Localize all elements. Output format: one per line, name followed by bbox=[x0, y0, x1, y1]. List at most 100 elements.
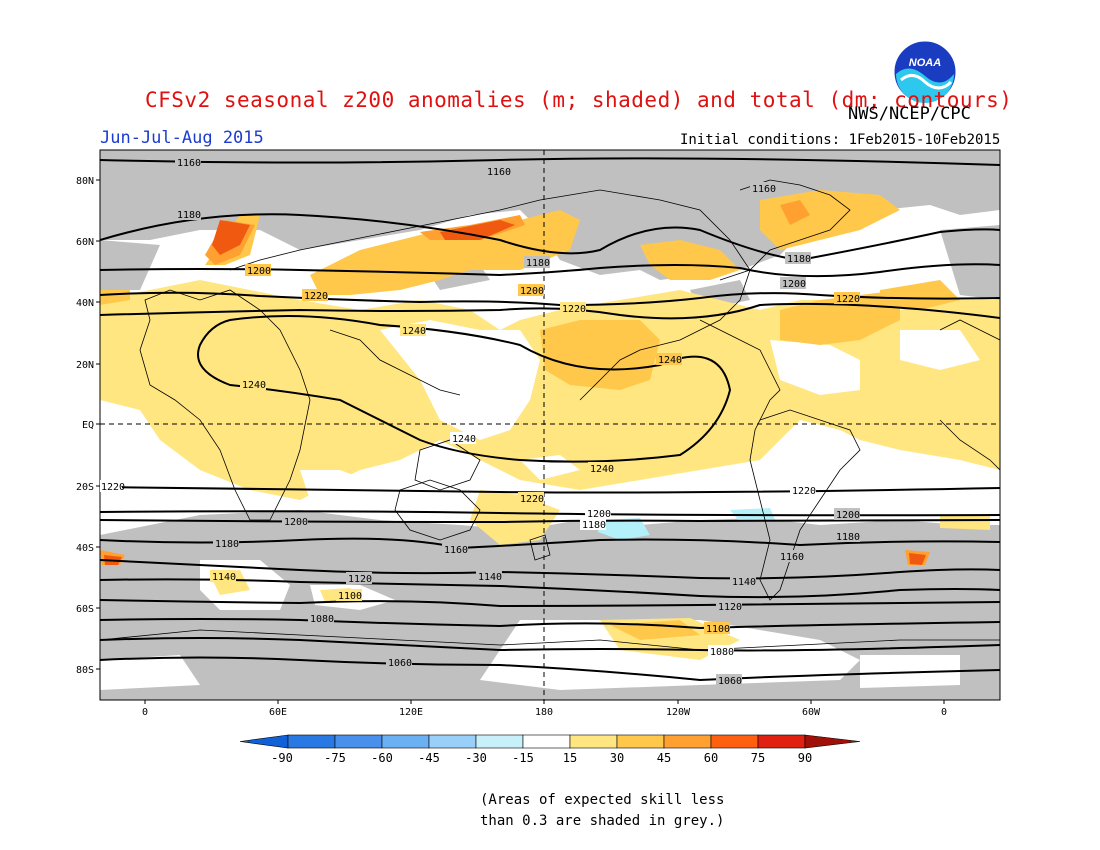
lat-label: 80N bbox=[76, 176, 94, 187]
svg-text:1140: 1140 bbox=[478, 572, 502, 583]
contour-label: 1240 bbox=[240, 378, 266, 391]
svg-text:1160: 1160 bbox=[780, 552, 804, 563]
contour-label: 1220 bbox=[790, 484, 816, 497]
colorbar-label: 30 bbox=[610, 751, 624, 765]
lat-label: 80S bbox=[76, 665, 94, 676]
colorbar-segment bbox=[475, 734, 524, 749]
contour-label: 1220 bbox=[518, 492, 544, 505]
skill-note: (Areas of expected skill less than 0.3 a… bbox=[480, 790, 724, 832]
skill-note-line: than 0.3 are shaded in grey.) bbox=[480, 813, 725, 829]
colorbar-segment bbox=[616, 734, 665, 749]
svg-text:1220: 1220 bbox=[836, 294, 860, 305]
latitude-labels: 80N 60N 40N 20N EQ 20S 40S 60S 80S bbox=[76, 176, 94, 676]
colorbar-label: 45 bbox=[657, 751, 671, 765]
colorbar-segment bbox=[757, 734, 806, 749]
contour-label: 1060 bbox=[716, 674, 742, 687]
lat-label: 60N bbox=[76, 237, 94, 248]
colorbar-segment bbox=[381, 734, 430, 749]
svg-text:1220: 1220 bbox=[101, 482, 125, 493]
colorbar-label: -60 bbox=[371, 751, 393, 765]
colorbar-label: -15 bbox=[512, 751, 534, 765]
lon-label: 180 bbox=[535, 707, 553, 718]
svg-text:1060: 1060 bbox=[718, 676, 742, 687]
forecast-period: Jun-Jul-Aug 2015 bbox=[100, 128, 264, 148]
contour-label: 1060 bbox=[386, 656, 412, 669]
longitude-labels: 0 60E 120E 180 120W 60W 0 bbox=[142, 707, 947, 718]
contour-label: 1240 bbox=[400, 324, 426, 337]
colorbar-segment bbox=[710, 734, 759, 749]
svg-text:1120: 1120 bbox=[348, 574, 372, 585]
contour-label: 1220 bbox=[560, 302, 586, 315]
lon-label: 0 bbox=[941, 707, 947, 718]
contour-label: 1220 bbox=[834, 292, 860, 305]
contour-label: 1180 bbox=[580, 518, 606, 531]
svg-text:1180: 1180 bbox=[787, 254, 811, 265]
svg-text:1180: 1180 bbox=[215, 539, 239, 550]
contour-label: 1160 bbox=[485, 165, 511, 178]
svg-text:1100: 1100 bbox=[338, 591, 362, 602]
contour-label: 1120 bbox=[346, 572, 372, 585]
contour-label: 1180 bbox=[834, 530, 860, 543]
svg-text:1160: 1160 bbox=[444, 545, 468, 556]
svg-text:1200: 1200 bbox=[284, 517, 308, 528]
contour-label: 1180 bbox=[213, 537, 239, 550]
svg-text:1220: 1220 bbox=[562, 304, 586, 315]
contour-label: 1200 bbox=[245, 264, 271, 277]
contour-label: 1080 bbox=[708, 645, 734, 658]
contour-label: 1200 bbox=[518, 284, 544, 297]
colorbar-label: -30 bbox=[465, 751, 487, 765]
contour-label: 1160 bbox=[442, 543, 468, 556]
svg-text:1240: 1240 bbox=[242, 380, 266, 391]
svg-text:NOAA: NOAA bbox=[909, 57, 941, 69]
contour-label: 1140 bbox=[210, 570, 236, 583]
svg-text:1200: 1200 bbox=[836, 510, 860, 521]
contour-label: 1100 bbox=[336, 589, 362, 602]
svg-text:1200: 1200 bbox=[247, 266, 271, 277]
colorbar-label: 75 bbox=[751, 751, 765, 765]
svg-text:1220: 1220 bbox=[520, 494, 544, 505]
contour-label: 1240 bbox=[588, 462, 614, 475]
svg-text:1200: 1200 bbox=[520, 286, 544, 297]
lat-label: 20S bbox=[76, 482, 94, 493]
colorbar-label: -90 bbox=[271, 751, 293, 765]
svg-text:1180: 1180 bbox=[836, 532, 860, 543]
svg-text:1140: 1140 bbox=[212, 572, 236, 583]
colorbar-label: 90 bbox=[798, 751, 812, 765]
svg-text:1160: 1160 bbox=[487, 167, 511, 178]
lon-label: 0 bbox=[142, 707, 148, 718]
colorbar: -90 -75 -60 -45 -30 -15 15 30 45 60 75 90 bbox=[239, 734, 861, 765]
contour-label: 1160 bbox=[778, 550, 804, 563]
colorbar-segment bbox=[428, 734, 477, 749]
lat-label: 40S bbox=[76, 543, 94, 554]
contour-labels: 1160 1160 1180 1160 1180 1180 1200 1200 … bbox=[100, 156, 860, 687]
contour-label: 1080 bbox=[308, 612, 334, 625]
agency-label: NWS/NCEP/CPC bbox=[848, 104, 971, 124]
svg-text:1220: 1220 bbox=[304, 291, 328, 302]
lat-label: 60S bbox=[76, 604, 94, 615]
contour-label: 1120 bbox=[716, 600, 742, 613]
contour-label: 1180 bbox=[785, 252, 811, 265]
contour-label: 1180 bbox=[175, 208, 201, 221]
colorbar-label: -75 bbox=[324, 751, 346, 765]
colorbar-arrow-right bbox=[804, 734, 861, 749]
lon-label: 60E bbox=[269, 707, 287, 718]
svg-text:1080: 1080 bbox=[710, 647, 734, 658]
lon-label: 60W bbox=[802, 707, 821, 718]
svg-text:1240: 1240 bbox=[658, 355, 682, 366]
svg-text:1180: 1180 bbox=[177, 210, 201, 221]
lon-label: 120E bbox=[399, 707, 423, 718]
contour-label: 1200 bbox=[282, 515, 308, 528]
height-contours bbox=[100, 157, 1000, 682]
svg-text:1180: 1180 bbox=[582, 520, 606, 531]
map-frame bbox=[99, 149, 1001, 701]
contour-label: 1180 bbox=[524, 256, 550, 269]
contour-label: 1140 bbox=[476, 570, 502, 583]
colorbar-segment bbox=[569, 734, 618, 749]
lon-label: 120W bbox=[666, 707, 691, 718]
lat-label: 20N bbox=[76, 360, 94, 371]
svg-text:1240: 1240 bbox=[590, 464, 614, 475]
svg-text:1100: 1100 bbox=[706, 624, 730, 635]
contour-label: 1200 bbox=[780, 277, 806, 290]
contour-label: 1240 bbox=[450, 432, 476, 445]
